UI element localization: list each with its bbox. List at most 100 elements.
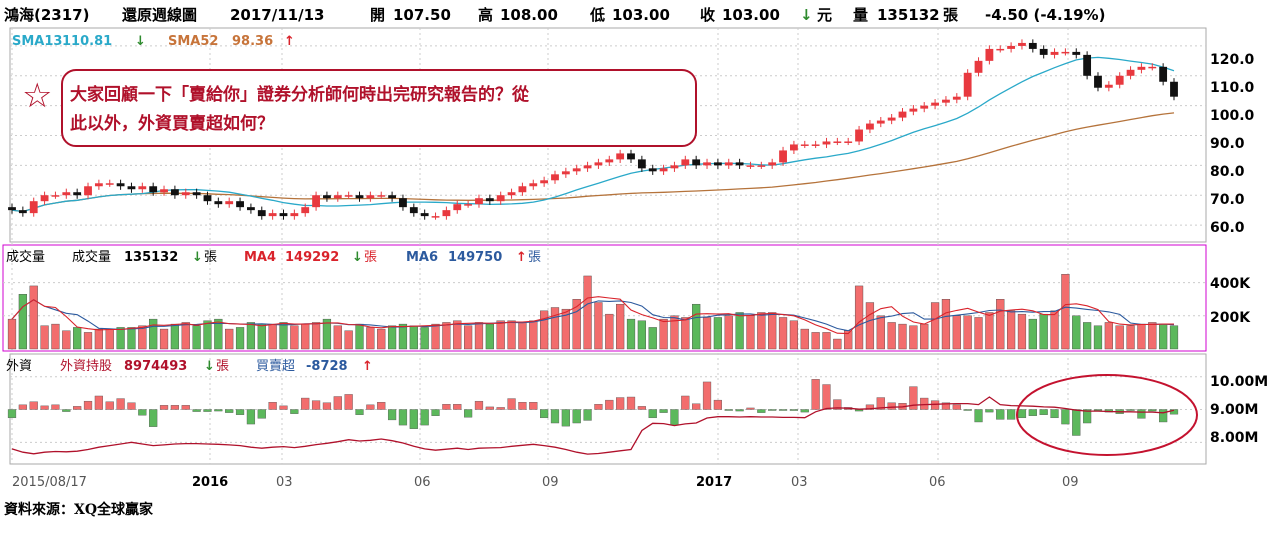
volume-bar: [605, 313, 614, 350]
candle-body: [605, 159, 614, 163]
net-buy-bar: [203, 409, 212, 412]
volume-bar: [1169, 325, 1179, 350]
stock-title: 鴻海(2317): [4, 6, 89, 24]
high-label: 高: [478, 6, 493, 24]
volume-bar: [431, 323, 440, 350]
price-tick: 80.0: [1210, 164, 1245, 180]
candle-body: [789, 144, 798, 151]
candle-body: [344, 195, 353, 197]
net-buy-bar: [941, 402, 951, 410]
net-buy-bar: [138, 409, 147, 416]
volume-bar: [561, 308, 570, 350]
candle-body: [648, 168, 657, 172]
net-buy-bar: [366, 404, 375, 410]
net-buy-bar: [496, 407, 505, 410]
volume-bar: [1017, 313, 1027, 350]
volume-bar: [94, 328, 103, 350]
price-tick: 100.0: [1210, 108, 1255, 124]
net-label: 買賣超: [256, 359, 295, 374]
net-buy-bar: [974, 409, 983, 423]
volume-bar: [290, 325, 299, 350]
candle-body: [1137, 66, 1146, 70]
hold-arrow-icon: ↓: [204, 359, 215, 374]
volume-bar: [572, 299, 581, 350]
candle-body: [225, 201, 234, 205]
foreign-panel-name: 外資: [6, 359, 32, 374]
volume-bar: [225, 328, 234, 350]
ma6-value: 149750: [448, 250, 502, 265]
volume-bar: [909, 325, 918, 350]
candle-body: [713, 162, 722, 166]
candle-body: [496, 195, 505, 202]
candle-body: [800, 144, 809, 146]
volume-bar: [62, 330, 71, 350]
volume-bar: [344, 330, 353, 350]
volume-bar: [930, 302, 940, 350]
volume-bar: [279, 322, 288, 350]
net-buy-bar: [561, 409, 570, 427]
net-value: -8728: [306, 359, 348, 374]
net-buy-bar: [301, 397, 310, 410]
candle-body: [431, 216, 440, 218]
candle-body: [1028, 42, 1037, 49]
chart-header: 鴻海(2317) 還原週線圖 2017/11/13 開 107.50 高 108…: [4, 6, 1105, 24]
candle-body: [1159, 66, 1168, 82]
candle-body: [670, 165, 679, 169]
net-buy-bar: [768, 409, 777, 411]
x-tick-label: 03: [276, 475, 293, 490]
price-tick: 120.0: [1210, 52, 1255, 68]
volume-bar: [246, 322, 256, 350]
candle-body: [616, 153, 625, 160]
volume-bar: [7, 318, 17, 350]
star-icon: ☆: [22, 76, 52, 116]
candle-body: [583, 165, 592, 169]
net-buy-bar: [963, 409, 972, 411]
volume-bar: [692, 303, 701, 350]
volume-bar: [963, 315, 972, 350]
volume-bar: [941, 299, 951, 350]
volume-bar: [1072, 315, 1081, 350]
net-buy-bar: [507, 398, 516, 410]
net-buy-bar: [464, 409, 473, 418]
net-buy-bar: [1169, 409, 1179, 415]
net-buy-bar: [453, 404, 462, 410]
hold-value: 8974493: [124, 359, 187, 374]
net-buy-bar: [800, 409, 809, 413]
volume-bar: [637, 320, 646, 350]
net-buy-bar: [181, 405, 190, 410]
candle-body: [453, 204, 462, 211]
volume-legend: 成交量 成交量 135132 ↓ 張 MA4 149292 ↓ 張 MA6 14…: [6, 249, 541, 265]
candle-body: [1104, 84, 1113, 88]
volume-y-ticks: 400K 200K: [1210, 276, 1251, 326]
volume-bar: [29, 285, 38, 350]
close-value: 103.00: [722, 6, 780, 24]
volume-bar: [442, 322, 451, 350]
volume-bar: [1006, 310, 1016, 350]
data-source: 資料來源：XQ全球贏家: [4, 501, 154, 518]
net-buy-bar: [18, 404, 27, 410]
volume-bar: [333, 325, 342, 350]
foreign-legend: 外資 外資持股 8974493 ↓ 張 買賣超 -8728 ↑: [6, 359, 373, 374]
candle-body: [181, 192, 190, 196]
net-buy-bar: [105, 401, 114, 410]
net-buy-bar: [485, 406, 494, 410]
net-buy-bar: [909, 386, 918, 410]
hold-tick: 8.00M: [1210, 430, 1258, 446]
candle-body: [540, 180, 549, 184]
net-buy-bar: [431, 409, 440, 416]
net-buy-bar: [279, 405, 288, 410]
net-buy-bar: [83, 400, 93, 410]
volume-bar: [1093, 325, 1103, 350]
net-buy-bar: [572, 409, 581, 424]
volume-bar: [746, 315, 755, 350]
candle-body: [551, 174, 559, 181]
volume-bar: [83, 332, 93, 350]
candle-body: [855, 129, 863, 142]
vol-unit: 張: [204, 250, 217, 265]
volume-bar: [952, 315, 961, 350]
volume-bar: [898, 323, 907, 350]
volume-bar: [1148, 322, 1157, 350]
net-buy-bar: [1137, 409, 1146, 419]
volume-bar: [518, 322, 527, 350]
candle-body: [51, 195, 60, 197]
